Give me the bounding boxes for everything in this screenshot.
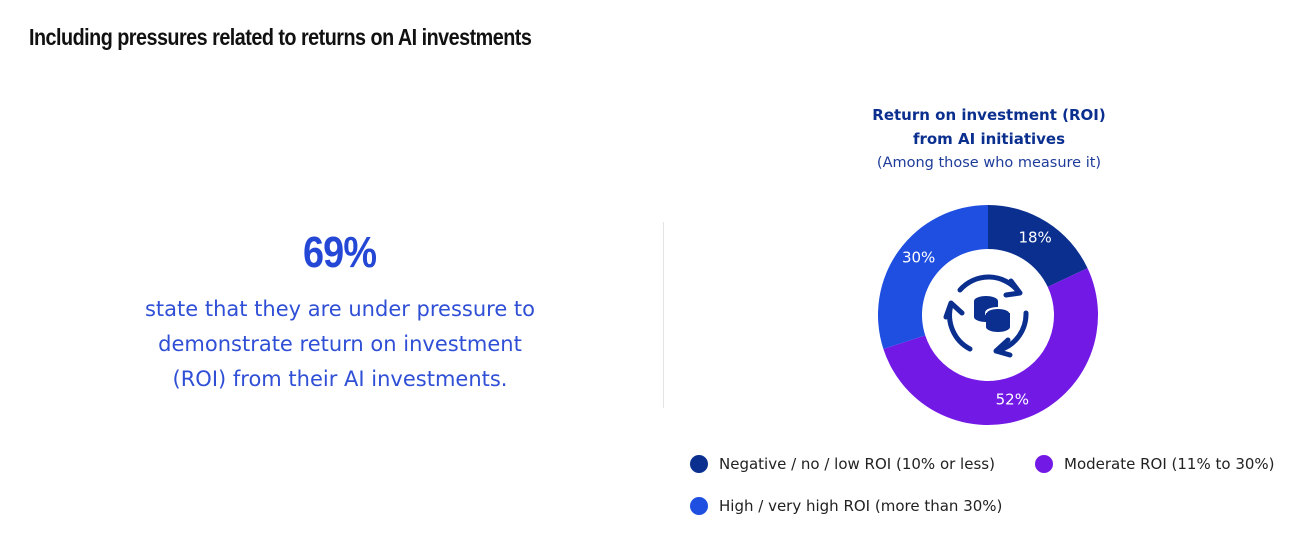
legend-label: High / very high ROI (more than 30%)	[719, 497, 1003, 515]
chart-title: Return on investment (ROI) from AI initi…	[872, 106, 1106, 148]
legend-swatch	[1035, 455, 1053, 473]
donut-slice	[883, 268, 1098, 425]
donut-slice	[988, 205, 1088, 287]
coins-icon	[974, 296, 1011, 332]
donut-slice-label: 52%	[996, 391, 1029, 409]
stat-value: 69%	[303, 228, 377, 277]
legend-label: Moderate ROI (11% to 30%)	[1064, 455, 1275, 473]
divider	[663, 222, 664, 408]
coins-cycle-icon	[943, 274, 1029, 358]
stat-description: state that they are under pressure to de…	[144, 297, 536, 391]
legend-label: Negative / no / low ROI (10% or less)	[719, 455, 995, 473]
legend-item-high: High / very high ROI (more than 30%)	[690, 497, 1002, 515]
legend-item-moderate: Moderate ROI (11% to 30%)	[1035, 455, 1275, 473]
page-title: Including pressures related to returns o…	[29, 24, 532, 50]
donut-slice-label: 30%	[902, 249, 935, 267]
donut-chart: 18% 52% 30%	[878, 205, 1098, 425]
donut-slice-label: 18%	[1018, 229, 1051, 247]
donut-slice	[878, 205, 988, 349]
stat-callout: 69% state that they are under pressure t…	[80, 228, 600, 397]
legend-item-low: Negative / no / low ROI (10% or less)	[690, 455, 995, 473]
legend-swatch	[690, 455, 708, 473]
chart-subtitle: (Among those who measure it)	[876, 155, 1102, 171]
chart-title-block: Return on investment (ROI) from AI initi…	[830, 103, 1148, 175]
legend-swatch	[690, 497, 708, 515]
